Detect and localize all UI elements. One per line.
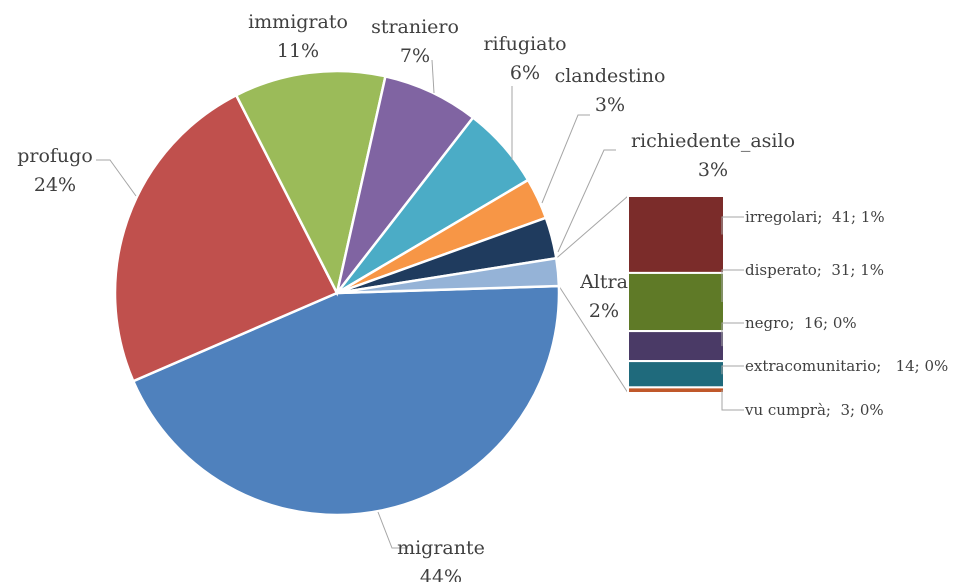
leader-line-clandestino [541,114,590,204]
slice-label-clandestino: clandestino [555,65,666,87]
stacked-bar: irregolari; 41; 1% disperato; 31; 1% negro… [627,195,948,419]
slice-percent-profugo: 24% [34,174,76,196]
slice-label-rifugiato: rifugiato [483,33,566,55]
slice-label-altra: Altra [579,271,628,293]
bar-leader-disperato [721,269,744,302]
bar-segment-disperato [627,271,725,333]
slice-percent-straniero: 7% [400,45,430,67]
pie-slice-altra [336,256,561,295]
bar-leader-vu-cumpr [721,390,744,411]
bar-segment-extracomunitario [627,360,725,389]
pie-slice-profugo [113,93,339,383]
connector-layer [555,195,629,394]
pie-slice-migrante [131,284,561,517]
slice-label-immigrato: immigrato [248,11,348,33]
bar-label-disperato: disperato; 31; 1% [745,261,884,279]
slice-percent-clandestino: 3% [595,94,625,116]
bar-label-vu-cumpr: vu cumprà; 3; 0% [744,401,884,419]
leader-line-richiedente-asilo [557,149,616,253]
slice-percent-richiedente-asilo: 3% [698,159,728,181]
bar-leader-negro [721,322,744,347]
leader-line-profugo [96,159,137,197]
leader-line-straniero [431,59,435,94]
slice-label-migrante: migrante [397,537,485,559]
label-layer: migrante 44% profugo 24% immigrato 11% stranie… [17,11,795,582]
bar-segment-irregolari [627,195,725,274]
connector-line-bottom [558,285,629,394]
connector-line-top [555,195,629,259]
bar-label-negro: negro; 16; 0% [745,314,857,332]
bar-label-extracomunitario: extracomunitario; 14; 0% [745,357,948,375]
slice-percent-migrante: 44% [420,566,462,582]
slice-label-straniero: straniero [371,16,459,38]
bar-segment-negro [627,330,725,363]
pie [113,69,561,517]
bar-label-irregolari: irregolari; 41; 1% [745,208,885,226]
slice-percent-immigrato: 11% [277,40,319,62]
slice-label-richiedente-asilo: richiedente_asilo [631,130,795,152]
bar-leader-extracomunitario [721,365,744,375]
slice-label-profugo: profugo [17,145,93,167]
bar-segment-vu-cumpr [627,386,725,394]
leader-line-migrante [377,511,408,549]
slice-percent-rifugiato: 6% [510,62,540,84]
bar-leader-irregolari [721,216,744,235]
slice-percent-altra: 2% [589,300,619,322]
pie-slice-immigrato [234,69,387,297]
